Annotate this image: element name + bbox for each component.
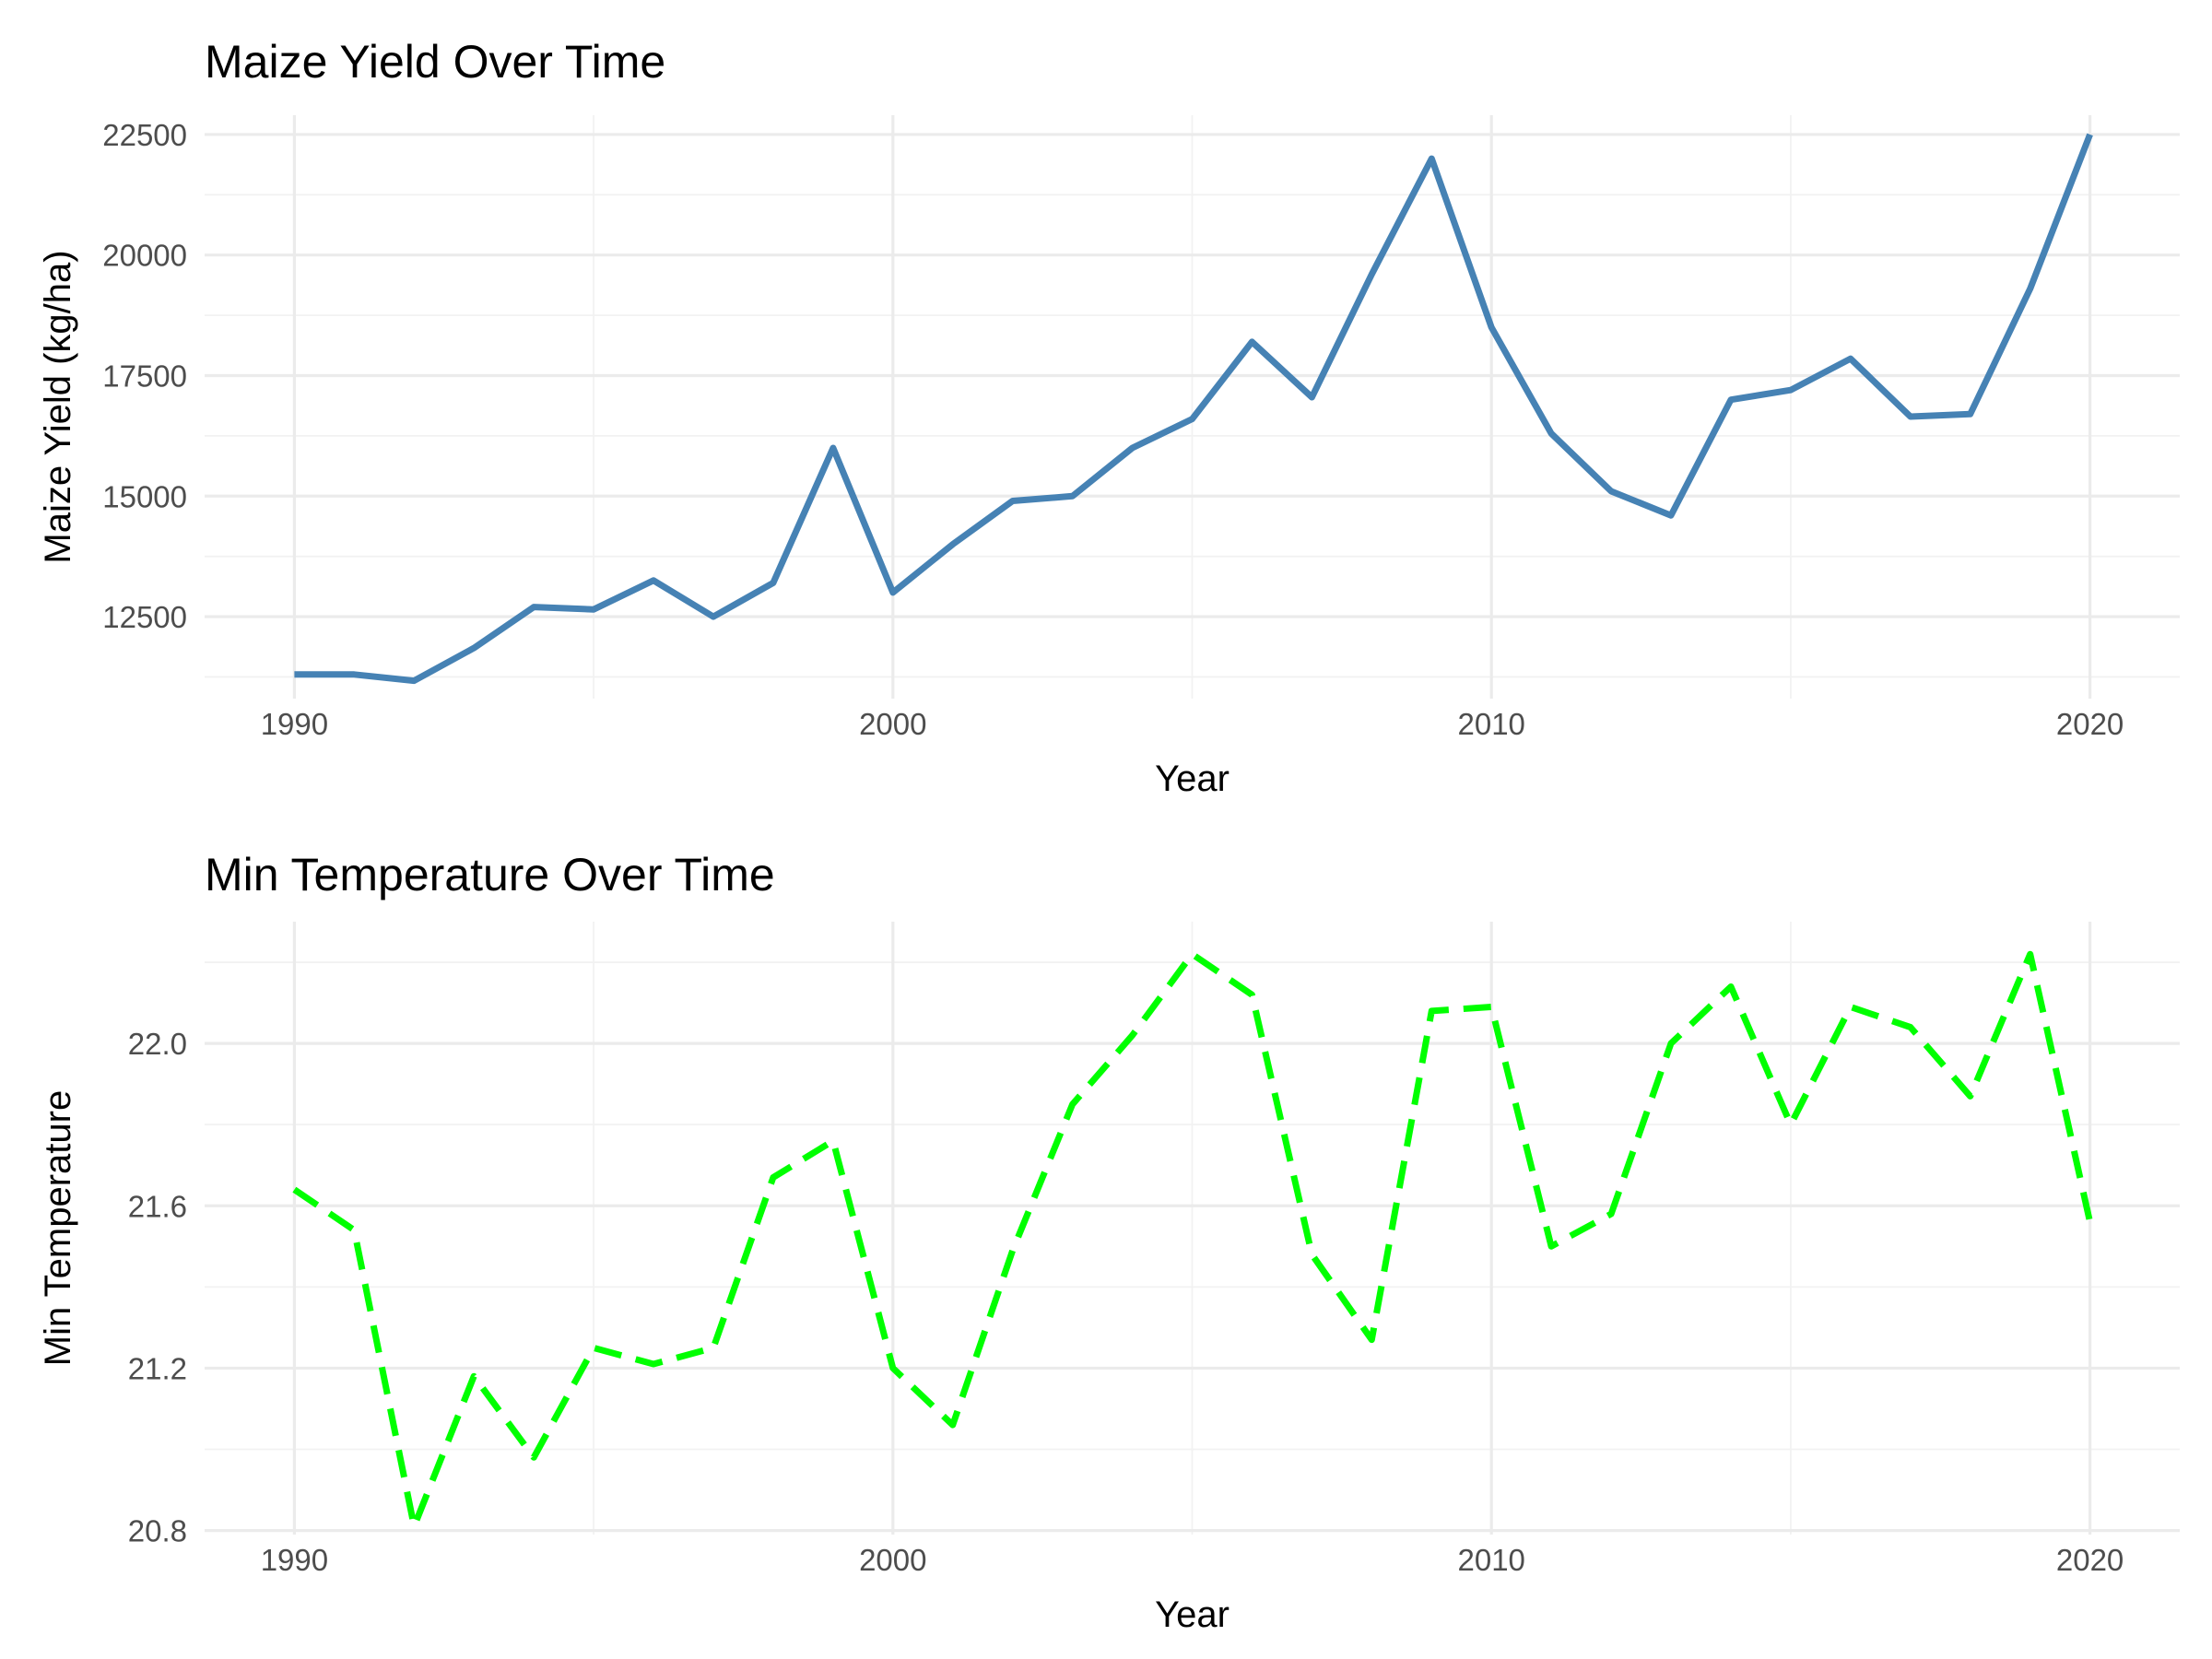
maize-grid [205, 115, 2180, 699]
x-tick-label: 2000 [859, 1543, 926, 1577]
maize-y-ticks: 12500 15000 17500 20000 22500 [102, 118, 187, 634]
min-temperature-panel: Min Temperature Over Time 1990 2000 2010 20… [38, 849, 2180, 1635]
y-tick-label: 21.6 [128, 1189, 187, 1223]
x-tick-label: 2020 [2056, 1543, 2124, 1577]
x-tick-label: 2020 [2056, 707, 2124, 741]
maize-y-axis-title: Maize Yield (kg/ha) [38, 250, 78, 563]
x-tick-label: 2010 [1457, 707, 1524, 741]
temperature-grid [205, 922, 2180, 1535]
y-tick-label: 21.2 [128, 1351, 187, 1385]
y-tick-label: 22.0 [128, 1027, 187, 1061]
x-tick-label: 2000 [859, 707, 926, 741]
x-tick-label: 1990 [261, 1543, 328, 1577]
maize-x-axis-title: Year [1155, 759, 1230, 799]
temperature-x-ticks: 1990 2000 2010 2020 [261, 1543, 2124, 1577]
maize-yield-panel: Maize Yield Over Time 1990 2000 2010 2020 1… [38, 36, 2180, 799]
y-tick-label: 20000 [102, 239, 187, 273]
maize-chart-title: Maize Yield Over Time [205, 36, 665, 88]
y-tick-label: 20.8 [128, 1514, 187, 1548]
temperature-x-axis-title: Year [1155, 1594, 1230, 1635]
y-tick-label: 17500 [102, 359, 187, 393]
temperature-y-ticks: 20.8 21.2 21.6 22.0 [128, 1027, 187, 1547]
y-tick-label: 15000 [102, 479, 187, 513]
temperature-y-axis-title: Min Temperature [38, 1090, 78, 1366]
temperature-chart-title: Min Temperature Over Time [205, 849, 775, 900]
maize-yield-line [294, 133, 2093, 685]
y-tick-label: 12500 [102, 600, 187, 634]
y-tick-label: 22500 [102, 118, 187, 152]
x-tick-label: 2010 [1457, 1543, 1524, 1577]
maize-x-ticks: 1990 2000 2010 2020 [261, 707, 2124, 741]
x-tick-label: 1990 [261, 707, 328, 741]
